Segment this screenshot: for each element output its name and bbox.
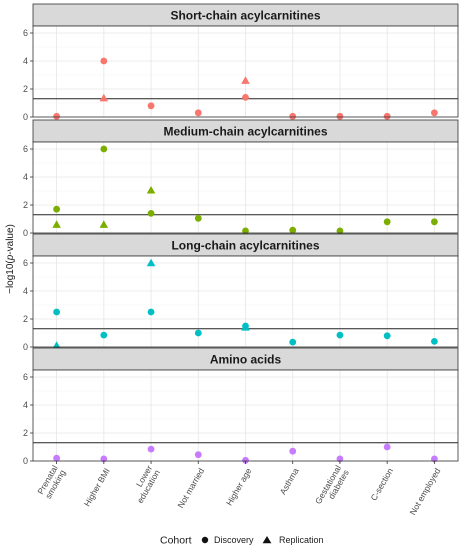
discovery-point <box>383 332 391 340</box>
discovery-point <box>100 57 108 65</box>
y-tick-label: 4 <box>23 400 28 410</box>
discovery-point <box>100 145 108 153</box>
y-tick-label: 2 <box>23 428 28 438</box>
y-tick-label: 2 <box>23 84 28 94</box>
y-tick-label: 0 <box>23 342 28 352</box>
panel-medium-chain-acylcarnitines: Medium-chain acylcarnitines 0 2 4 6 <box>23 119 459 238</box>
discovery-point <box>383 443 391 451</box>
facet-panels: Short-chain acylcarnitines0246Medium-cha… <box>23 3 459 466</box>
y-tick-label: 6 <box>23 372 28 382</box>
discovery-point <box>53 454 61 462</box>
replication-point <box>146 258 156 267</box>
panel-border <box>32 25 459 118</box>
discovery-point <box>383 112 391 120</box>
replication-point <box>241 323 250 331</box>
y-tick-label: 0 <box>23 228 28 238</box>
legend-replication-key <box>262 536 272 544</box>
discovery-point <box>147 102 155 110</box>
panel-title: Long-chain acylcarnitines <box>171 239 319 253</box>
discovery-point <box>383 218 391 226</box>
discovery-point <box>336 112 344 120</box>
discovery-point <box>194 214 202 222</box>
discovery-point <box>289 447 297 455</box>
replication-point <box>52 220 61 228</box>
discovery-point <box>336 331 344 339</box>
panel-title: Short-chain acylcarnitines <box>170 9 320 23</box>
y-tick-label: 6 <box>23 28 28 38</box>
replication-point <box>146 186 156 194</box>
y-tick-label: 4 <box>23 56 28 66</box>
discovery-point <box>147 308 155 316</box>
discovery-point <box>430 455 438 463</box>
discovery-point <box>194 109 202 117</box>
discovery-point <box>242 94 249 101</box>
discovery-point <box>147 445 155 453</box>
panel-border <box>32 255 459 348</box>
legend-discovery-label: Discovery <box>214 535 254 545</box>
discovery-point <box>194 451 202 459</box>
legend-replication-label: Replication <box>279 535 324 545</box>
discovery-point <box>194 329 202 337</box>
panel-long-chain-acylcarnitines: Long-chain acylcarnitines 0 2 4 6 <box>23 233 459 352</box>
legend-title: Cohort <box>160 535 192 547</box>
discovery-point <box>289 338 297 346</box>
y-tick-label: 4 <box>23 286 28 296</box>
legend-discovery-key <box>201 536 209 544</box>
discovery-point <box>100 331 108 339</box>
y-tick-label: 0 <box>23 456 28 466</box>
replication-point <box>241 76 250 84</box>
replication-point <box>99 220 109 228</box>
y-axis-title: −log10(p-value) <box>5 224 16 294</box>
panel-short-chain-acylcarnitines: Short-chain acylcarnitines 0 2 4 6 <box>23 3 459 122</box>
y-tick-label: 2 <box>23 200 28 210</box>
discovery-point <box>242 456 249 464</box>
discovery-point <box>53 112 61 120</box>
discovery-point <box>430 338 438 345</box>
y-tick-label: 6 <box>23 144 28 154</box>
y-tick-label: 6 <box>23 258 28 268</box>
y-tick-label: 0 <box>23 112 28 122</box>
discovery-point <box>289 226 297 234</box>
y-tick-label: 4 <box>23 172 28 182</box>
panel-title: Medium-chain acylcarnitines <box>163 125 327 139</box>
discovery-point <box>100 455 108 463</box>
panel-border <box>32 141 459 234</box>
discovery-point <box>147 210 155 217</box>
y-tick-label: 2 <box>23 314 28 324</box>
discovery-point <box>336 455 344 463</box>
discovery-point <box>53 308 61 316</box>
discovery-point <box>430 218 438 226</box>
panel-amino-acids: Amino acids 0 2 4 6 <box>23 347 459 466</box>
replication-point <box>99 93 109 102</box>
panel-title: Amino acids <box>210 353 282 367</box>
discovery-point <box>430 109 438 117</box>
legend: Cohort Discovery Replication <box>160 535 324 547</box>
discovery-point <box>53 205 61 213</box>
discovery-point <box>289 112 297 120</box>
